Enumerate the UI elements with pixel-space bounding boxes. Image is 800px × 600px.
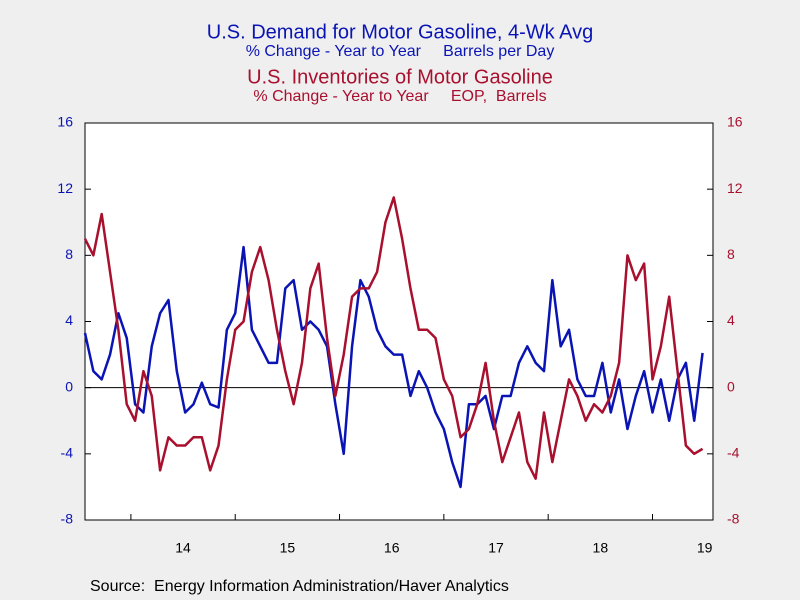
y-tick-label: 4	[65, 312, 73, 328]
x-tick-label: 18	[593, 540, 609, 556]
y-tick-label: 16	[57, 114, 73, 130]
chart-subtitle: % Change - Year to Year Barrels per Day	[246, 43, 555, 60]
chart-subtitle: % Change - Year to Year EOP, Barrels	[253, 88, 546, 105]
y2-tick-label: 4	[727, 312, 735, 328]
series-line	[83, 245, 704, 489]
series-line	[83, 196, 704, 480]
x-tick-label: 19	[697, 540, 713, 556]
y-tick-label: -4	[61, 445, 74, 461]
y-tick-label: 8	[65, 246, 73, 262]
y2-tick-label: 16	[727, 114, 743, 130]
y2-tick-label: -8	[727, 511, 740, 527]
plot-area	[84, 122, 714, 521]
source-note: Source: Energy Information Administratio…	[90, 578, 509, 595]
chart-title: U.S. Inventories of Motor Gasoline	[247, 66, 553, 88]
x-tick-label: 15	[280, 540, 296, 556]
y-tick-label: 0	[65, 378, 73, 394]
y-tick-label: 12	[57, 180, 73, 196]
y2-tick-label: 12	[727, 180, 743, 196]
y2-tick-label: -4	[727, 445, 740, 461]
chart-title: U.S. Demand for Motor Gasoline, 4-Wk Avg	[207, 21, 593, 43]
x-tick-label: 17	[488, 540, 504, 556]
y2-tick-label: 0	[727, 378, 735, 394]
x-tick-label: 16	[384, 540, 400, 556]
y-tick-label: -8	[61, 511, 74, 527]
x-tick-label: 14	[175, 540, 191, 556]
y2-tick-label: 8	[727, 246, 735, 262]
